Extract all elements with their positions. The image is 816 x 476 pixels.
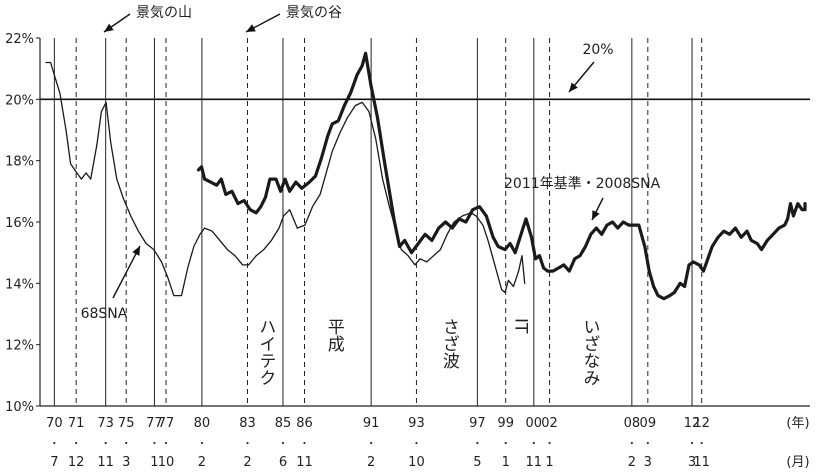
y-tick-label: 10% — [5, 400, 34, 415]
y-tick-label: 12% — [5, 339, 34, 354]
x-year-label: 02 — [541, 416, 558, 431]
x-year-label: 71 — [68, 416, 85, 431]
annotation-68sna: 68SNA — [81, 306, 128, 322]
x-month-label: 11 — [97, 455, 114, 470]
x-year-label: 73 — [97, 416, 114, 431]
x-tick-dot — [548, 441, 551, 445]
x-tick-dot — [532, 441, 535, 445]
grid-layer — [36, 37, 810, 445]
x-tick-dot — [504, 441, 507, 445]
annotation-2008sna-arrow-head — [592, 210, 600, 220]
x-tick-dot — [370, 441, 373, 445]
x-year-label: 99 — [497, 416, 514, 431]
x-month-label: 11 — [693, 455, 710, 470]
x-year-label: 93 — [408, 416, 425, 431]
x-tick-dot — [630, 441, 633, 445]
x-tick-dot — [153, 441, 156, 445]
x-tick-dot — [303, 441, 306, 445]
annotation-68sna-arrow-shaft — [112, 245, 141, 299]
x-year-label: 97 — [469, 416, 486, 431]
x-month-label: 6 — [279, 455, 287, 470]
x-year-label: 08 — [624, 416, 641, 431]
x-month-label: 2 — [628, 455, 636, 470]
x-month-label: 10 — [408, 455, 425, 470]
annotation-68sna-arrow-head — [132, 246, 140, 256]
x-tick-dot — [415, 441, 418, 445]
x-tick-dot — [690, 441, 694, 445]
x-tick-dot — [125, 441, 128, 445]
x-year-label: 77 — [146, 416, 163, 431]
x-year-label: 85 — [275, 416, 292, 431]
x-month-label: 2 — [198, 455, 206, 470]
series-line-2008sna — [196, 51, 807, 301]
x-tick-dot — [75, 441, 78, 445]
x-month-label: 11 — [296, 455, 313, 470]
y-tick-label: 22% — [5, 32, 34, 47]
annotation-2008sna: 2011年基準・2008SNA — [504, 175, 661, 192]
reference-line-label: 20% — [582, 42, 613, 58]
x-month-label: 3 — [122, 455, 130, 470]
x-tick-dot — [646, 441, 649, 445]
x-year-label: 77 — [158, 416, 175, 431]
x-tick-dot — [164, 441, 168, 445]
x-tick-dot — [246, 441, 249, 445]
era-label: IT — [510, 318, 530, 334]
x-tick-dot — [200, 441, 203, 445]
x-month-label: 10 — [158, 455, 175, 470]
x-year-label: 75 — [118, 416, 135, 431]
x-unit-year: (年) — [786, 416, 809, 431]
x-year-label: 09 — [640, 416, 657, 431]
x-tick-dot — [476, 441, 479, 445]
y-tick-label: 20% — [5, 93, 34, 108]
x-month-label: 5 — [473, 455, 481, 470]
x-tick-dot — [281, 441, 285, 445]
x-year-label: 91 — [363, 416, 380, 431]
era-label: さざ波 — [439, 318, 460, 369]
x-tick-dot — [104, 441, 107, 445]
reference-line-arrow-head — [569, 82, 578, 92]
era-label: 平成 — [324, 318, 345, 352]
y-tick-label: 14% — [5, 277, 34, 292]
y-tick-label: 16% — [5, 216, 34, 231]
x-month-label: 1 — [545, 455, 553, 470]
legend-trough-label: 景気の谷 — [286, 5, 342, 21]
x-month-label: 3 — [644, 455, 652, 470]
x-year-label: 12 — [693, 416, 710, 431]
x-year-label: 12 — [684, 416, 701, 431]
x-month-label: 7 — [50, 455, 58, 470]
x-month-label: 2 — [243, 455, 251, 470]
x-year-label: 80 — [194, 416, 211, 431]
trough-legend-arrow-head — [246, 24, 256, 32]
x-tick-dot — [53, 441, 56, 445]
x-year-label: 70 — [46, 416, 63, 431]
x-month-label: 3 — [688, 455, 696, 470]
x-month-label: 11 — [526, 455, 543, 470]
x-month-label: 12 — [68, 455, 85, 470]
x-month-label: 2 — [367, 455, 375, 470]
x-year-label: 83 — [239, 416, 256, 431]
legend-peak-label: 景気の山 — [136, 5, 192, 21]
peak-legend-arrow-head — [104, 23, 114, 32]
x-year-label: 86 — [296, 416, 313, 431]
era-label: ハイテク — [255, 318, 275, 386]
x-month-label: 1 — [150, 455, 158, 470]
x-year-label: 00 — [526, 416, 543, 431]
x-month-label: 1 — [502, 455, 510, 470]
era-label: いざなみ — [580, 318, 600, 386]
x-unit-month: (月) — [786, 455, 809, 470]
x-tick-dot — [700, 441, 703, 445]
text-layer: 10%12%14%16%18%20%22%7077112731175377177… — [5, 5, 809, 470]
y-tick-label: 18% — [5, 155, 34, 170]
series-layer — [45, 13, 807, 301]
